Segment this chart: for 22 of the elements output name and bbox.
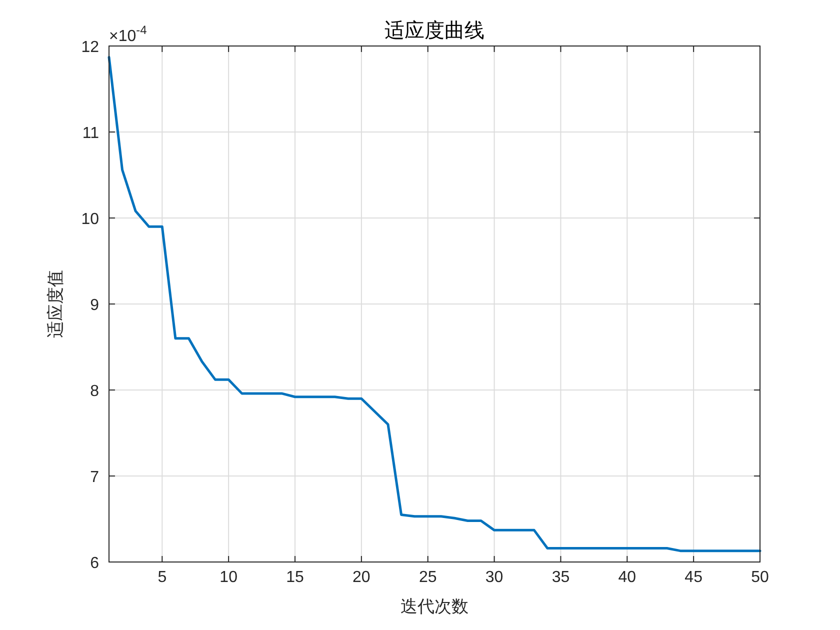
line-series — [108, 56, 762, 552]
y-tick-label: 7 — [90, 469, 100, 486]
x-tick-label: 50 — [751, 569, 769, 586]
x-tick-label: 25 — [418, 569, 437, 586]
x-tick-label: 45 — [684, 569, 703, 586]
y-tick-label: 6 — [90, 555, 100, 572]
y-tick-label: 11 — [82, 125, 100, 142]
x-tick-label: 5 — [158, 569, 167, 586]
chart-title: 适应度曲线 — [384, 20, 484, 42]
x-tick-label: 30 — [485, 569, 504, 586]
y-tick-label: 12 — [81, 39, 100, 56]
x-tick-label: 15 — [286, 569, 304, 586]
y-axis-title: 适应度值 — [46, 270, 65, 338]
x-tick-label: 40 — [618, 569, 636, 586]
y-tick-label: 10 — [81, 211, 100, 228]
y-tick-label: 8 — [90, 383, 100, 400]
text: ×10$^{-4}$ — [109, 23, 148, 45]
x-tick-label: 20 — [352, 569, 370, 586]
x-tick-label: 35 — [552, 569, 570, 586]
x-tick-label: 10 — [220, 569, 238, 586]
y-tick-label: 9 — [90, 297, 100, 314]
x-axis-title: 迭代次数 — [400, 597, 468, 616]
